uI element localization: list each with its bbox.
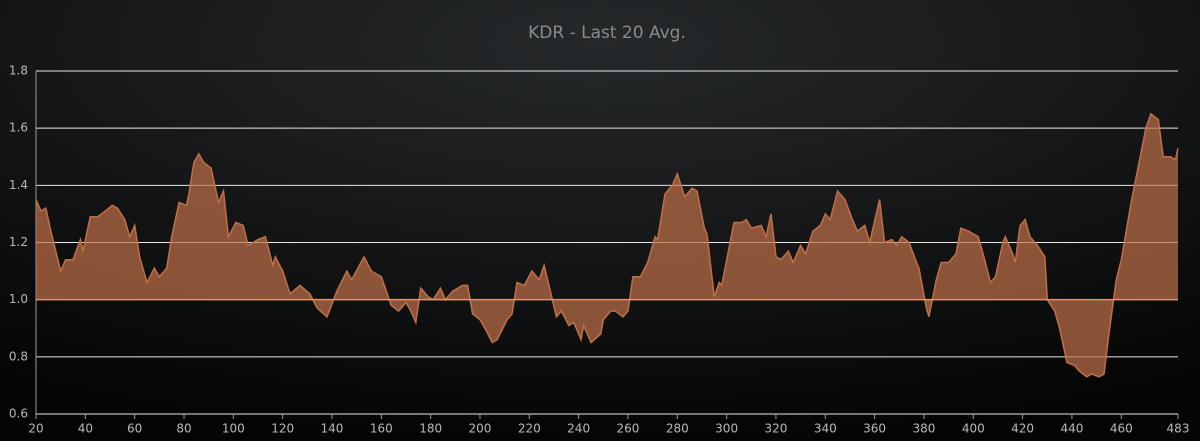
x-tick-label: 380 [912, 422, 935, 436]
area-line [35, 112, 1179, 378]
x-tick-label: 420 [1011, 422, 1034, 436]
y-tick-label: 0.8 [9, 349, 28, 363]
x-tick-label: 460 [1110, 422, 1133, 436]
x-tick-label: 60 [127, 422, 142, 436]
x-tick-label: 360 [863, 422, 886, 436]
x-tick-label: 120 [271, 422, 294, 436]
y-tick-label: 1.6 [9, 121, 28, 135]
x-tick-label: 483 [1167, 422, 1190, 436]
y-tick-label: 0.6 [9, 407, 28, 421]
x-tick-label: 260 [617, 422, 640, 436]
y-tick-label: 1.4 [9, 178, 28, 192]
x-tick-label: 40 [78, 422, 93, 436]
x-tick-label: 400 [962, 422, 985, 436]
x-tick-label: 220 [518, 422, 541, 436]
y-tick-label: 1.8 [9, 64, 28, 78]
x-tick-label: 200 [469, 422, 492, 436]
x-tick-label: 300 [715, 422, 738, 436]
chart-title: KDR - Last 20 Avg. [528, 23, 686, 43]
x-tick-label: 140 [321, 422, 344, 436]
x-tick-label: 440 [1060, 422, 1083, 436]
x-tick-label: 180 [419, 422, 442, 436]
x-tick-label: 280 [666, 422, 689, 436]
y-tick-label: 1.2 [9, 235, 28, 249]
x-tick-label: 20 [28, 422, 43, 436]
x-tick-label: 240 [567, 422, 590, 436]
x-tick-label: 160 [370, 422, 393, 436]
x-tick-label: 320 [765, 422, 788, 436]
x-tick-label: 340 [814, 422, 837, 436]
x-tick-label: 80 [176, 422, 191, 436]
x-tick-label: 100 [222, 422, 245, 436]
y-tick-label: 1.0 [9, 292, 28, 306]
